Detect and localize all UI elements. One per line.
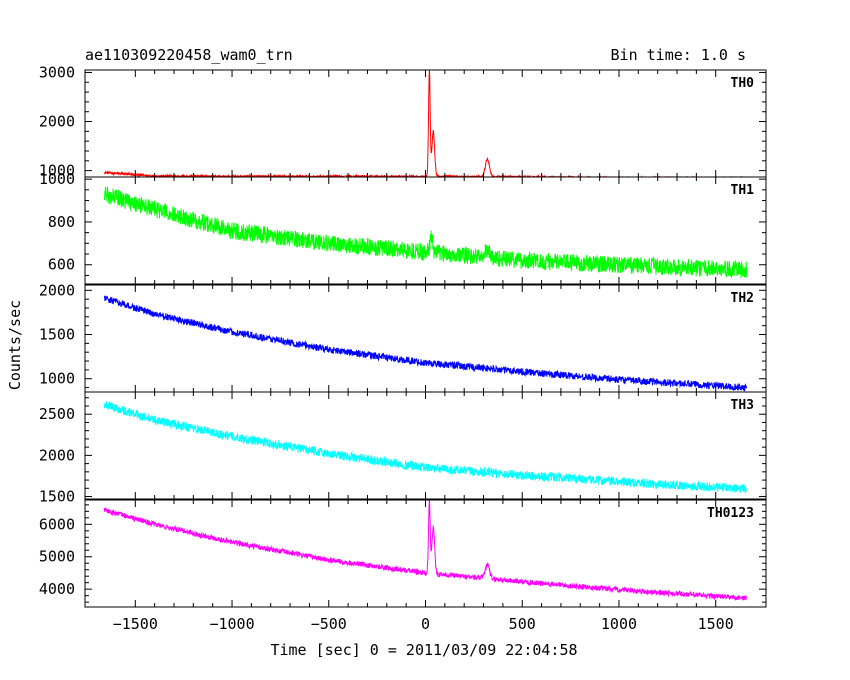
panel-th2: 1000 1500 2000 TH2	[39, 281, 767, 393]
series-line-th1	[103, 185, 748, 279]
x-tick-label: −1500	[113, 615, 158, 633]
y-axis-title: Counts/sec	[6, 300, 24, 390]
y-tick-label-th0123: 5000	[39, 548, 75, 566]
series-line-th0123	[103, 500, 748, 601]
panel-label-th0123: TH0123	[707, 506, 754, 521]
y-tick-label-th1: 600	[48, 256, 75, 274]
panels-group: 1000 2000 3000 TH0 600 800 1000 TH1 1000 1500 2000…	[39, 63, 767, 633]
panel-frame-th0	[84, 69, 767, 178]
y-tick-label-th0123: 6000	[39, 515, 75, 533]
y-tick-label-th2: 2000	[39, 281, 75, 299]
series-line-th0	[104, 70, 746, 177]
y-tick-label-th0: 2000	[39, 113, 75, 131]
panel-th1: 600 800 1000 TH1	[39, 170, 767, 285]
bin-time-label: Bin time: 1.0 s	[611, 46, 746, 64]
chart-title: ae110309220458_wam0_trn	[85, 46, 293, 64]
x-tick-label: 1000	[601, 615, 637, 633]
panel-label-th1: TH1	[731, 183, 755, 198]
panel-th0123: 4000 5000 6000 TH0123	[39, 499, 767, 608]
y-tick-label-th3: 2500	[39, 405, 75, 423]
y-tick-label-th3: 2000	[39, 446, 75, 464]
panel-th3: 1500 2000 2500 TH3	[39, 391, 767, 506]
x-tick-label: −500	[311, 615, 347, 633]
panel-label-th3: TH3	[731, 398, 754, 413]
x-tick-label: 1500	[698, 615, 734, 633]
y-tick-label-th2: 1500	[39, 326, 75, 344]
series-line-th3	[103, 401, 747, 493]
panel-label-th2: TH2	[731, 291, 754, 306]
panel-label-th0: TH0	[731, 76, 755, 91]
y-tick-label-th3: 1500	[39, 488, 75, 506]
y-tick-label-th0123: 4000	[39, 580, 75, 598]
x-tick-label: 0	[421, 615, 430, 633]
x-tick-label: 500	[509, 615, 536, 633]
y-tick-label-th2: 1000	[39, 370, 75, 388]
panel-frame-th2	[84, 284, 767, 393]
x-axis-title: Time [sec] 0 = 2011/03/09 22:04:58	[270, 641, 577, 659]
y-tick-label-th1: 1000	[39, 170, 75, 188]
y-tick-label-th0: 1000	[39, 162, 75, 180]
y-tick-label-th0: 3000	[39, 63, 75, 81]
y-tick-label-th1: 800	[48, 213, 75, 231]
series-line-th2	[103, 295, 748, 392]
panel-th0: 1000 2000 3000 TH0	[39, 63, 767, 180]
x-tick-label: −1000	[209, 615, 254, 633]
